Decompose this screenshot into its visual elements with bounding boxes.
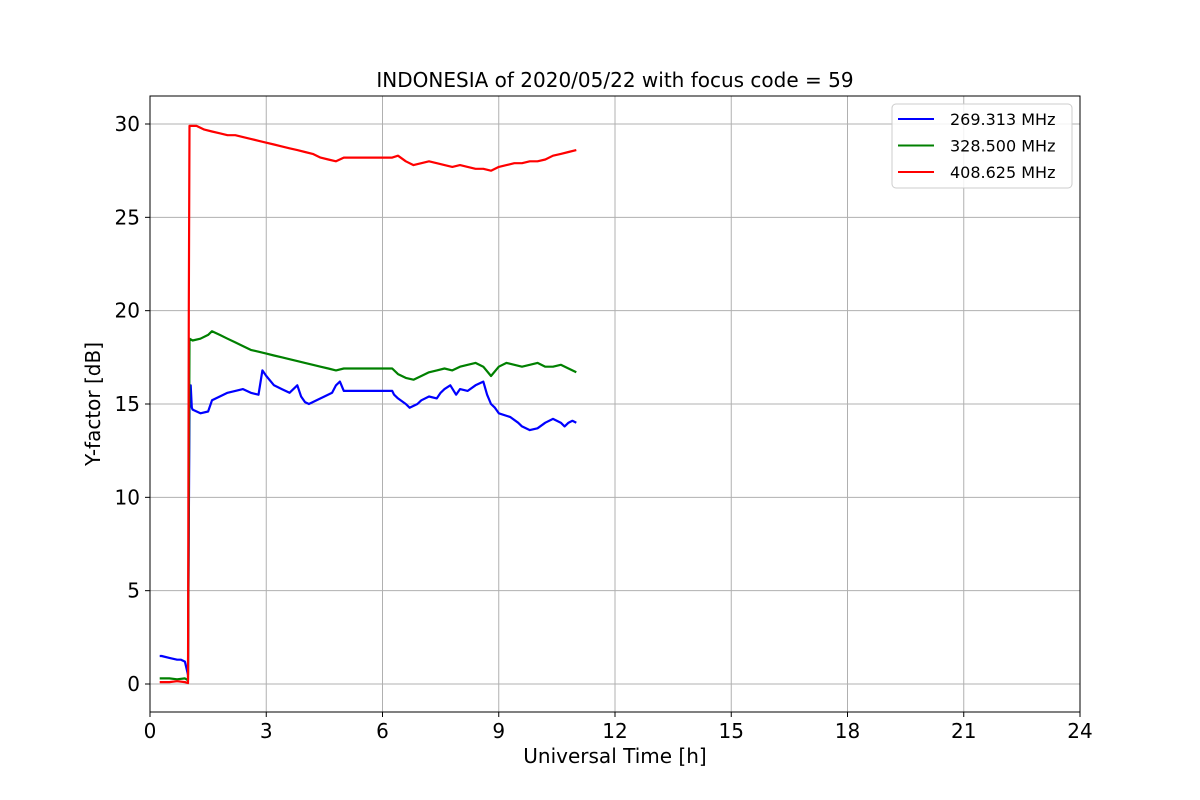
x-axis-label: Universal Time [h] [523,744,706,768]
x-tick-label: 24 [1067,719,1092,743]
x-tick-label: 18 [835,719,860,743]
y-tick-label: 20 [115,299,140,323]
x-tick-label: 21 [951,719,976,743]
x-tick-label: 0 [144,719,157,743]
legend-box [891,103,1073,189]
legend-label: 269.313 MHz [950,110,1055,129]
series-line-1 [159,369,577,676]
x-tick-label: 12 [602,719,627,743]
x-tick-label: 9 [492,719,505,743]
x-axis: 0 3 6 9 12 15 18 21 24 [144,712,1093,743]
legend: 269.313 MHz 328.500 MHz 408.625 MHz [891,103,1073,189]
x-tick-label: 15 [719,719,744,743]
series-line-2 [159,330,577,682]
y-axis-label: Y-factor [dB] [81,342,105,467]
x-tick-label: 6 [376,719,389,743]
y-axis: 0 5 10 15 20 25 30 [115,112,150,696]
series-line-3 [159,124,577,685]
legend-label: 408.625 MHz [950,163,1055,182]
series-layer [159,124,577,685]
chart-title: INDONESIA of 2020/05/22 with focus code … [376,68,853,92]
y-tick-label: 15 [115,392,140,416]
x-tick-label: 3 [260,719,273,743]
y-tick-label: 5 [127,579,140,603]
y-tick-label: 0 [127,672,140,696]
y-tick-label: 30 [115,112,140,136]
legend-label: 328.500 MHz [950,137,1055,156]
y-tick-label: 25 [115,205,140,229]
y-tick-label: 10 [115,485,140,509]
